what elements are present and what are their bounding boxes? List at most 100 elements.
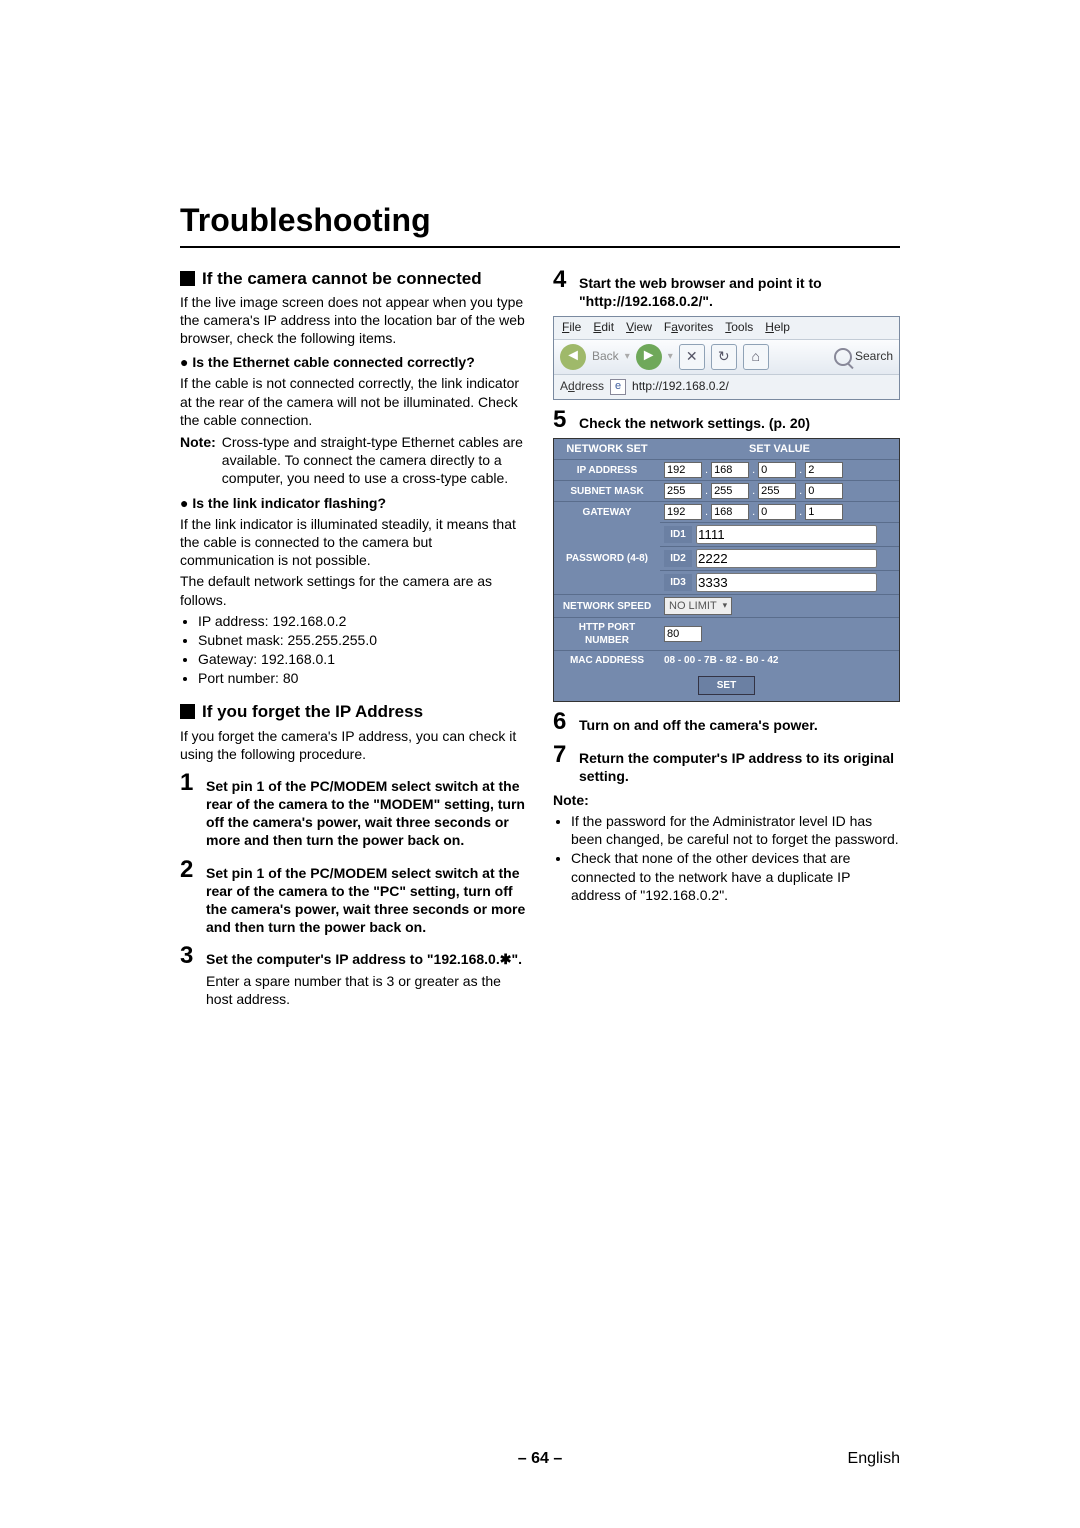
paragraph: If the live image screen does not appear… xyxy=(180,293,527,348)
row-passwords: PASSWORD (4-8) ID1 ID2 ID3 xyxy=(554,522,899,594)
gw-octet[interactable] xyxy=(664,504,702,520)
step-text: Set the computer's IP address to "192.16… xyxy=(206,951,522,967)
speed-select[interactable]: NO LIMIT▾ xyxy=(664,597,732,615)
ip-octet[interactable] xyxy=(805,462,843,478)
row-label: SUBNET MASK xyxy=(554,482,660,501)
note-text: Cross-type and straight-type Ethernet ca… xyxy=(222,433,527,488)
note-label: Note: xyxy=(180,433,216,488)
step-number: 4 xyxy=(553,268,573,292)
step-text: Set pin 1 of the PC/MODEM select switch … xyxy=(206,778,525,849)
gw-octet[interactable] xyxy=(805,504,843,520)
set-button[interactable]: SET xyxy=(698,676,755,695)
row-speed: NETWORK SPEED NO LIMIT▾ xyxy=(554,594,899,617)
left-column: If the camera cannot be connected If the… xyxy=(180,260,527,1015)
page-icon: e xyxy=(610,379,626,395)
step-text: Return the computer's IP address to its … xyxy=(579,750,894,784)
step-7: 7 Return the computer's IP address to it… xyxy=(553,743,900,785)
gw-octet[interactable] xyxy=(711,504,749,520)
step-number: 3 xyxy=(180,944,200,968)
pw-id-label: ID1 xyxy=(664,526,692,543)
menu-file[interactable]: File xyxy=(562,320,581,336)
back-button[interactable]: ◄ xyxy=(560,344,586,370)
row-port: HTTP PORT NUMBER xyxy=(554,617,899,650)
mask-octet[interactable] xyxy=(664,483,702,499)
ip-octet[interactable] xyxy=(664,462,702,478)
pw-id-label: ID2 xyxy=(664,550,692,567)
forward-button[interactable]: ► xyxy=(636,344,662,370)
set-row: SET xyxy=(554,670,899,701)
menu-tools[interactable]: Tools xyxy=(725,320,753,336)
note-label: Note: xyxy=(553,791,900,809)
paragraph: The default network settings for the cam… xyxy=(180,572,527,608)
step-number: 2 xyxy=(180,858,200,882)
page-number: – 64 – xyxy=(300,1449,780,1470)
note-block: Note: Cross-type and straight-type Ether… xyxy=(180,433,527,488)
mac-value: 08 - 00 - 7B - 82 - B0 - 42 xyxy=(660,651,899,670)
port-input[interactable] xyxy=(664,626,702,642)
list-item: Gateway: 192.168.0.1 xyxy=(198,650,527,668)
step-2: 2 Set pin 1 of the PC/MODEM select switc… xyxy=(180,858,527,937)
paragraph: If the cable is not connected correctly,… xyxy=(180,374,527,429)
net-header-right: SET VALUE xyxy=(660,439,899,459)
page-title: Troubleshooting xyxy=(180,200,900,248)
search-icon xyxy=(834,348,852,366)
bullet-square-icon xyxy=(180,704,195,719)
row-subnet: SUBNET MASK . . . xyxy=(554,480,899,501)
ip-octet[interactable] xyxy=(711,462,749,478)
step-text: Turn on and off the camera's power. xyxy=(579,717,818,733)
gw-octet[interactable] xyxy=(758,504,796,520)
right-column: 4 Start the web browser and point it to … xyxy=(553,260,900,1015)
row-label: NETWORK SPEED xyxy=(554,597,660,616)
list-item: IP address: 192.168.0.2 xyxy=(198,612,527,630)
row-label: PASSWORD (4-8) xyxy=(554,522,660,594)
section-heading: If you forget the IP Address xyxy=(202,701,423,723)
step-number: 7 xyxy=(553,743,573,767)
menu-edit[interactable]: Edit xyxy=(593,320,614,336)
row-mac: MAC ADDRESS 08 - 00 - 7B - 82 - B0 - 42 xyxy=(554,650,899,670)
list-item: Subnet mask: 255.255.255.0 xyxy=(198,631,527,649)
net-header: NETWORK SET SET VALUE xyxy=(554,439,899,459)
step-number: 1 xyxy=(180,771,200,795)
pw-input[interactable] xyxy=(696,549,877,568)
section-forget-ip: If you forget the IP Address xyxy=(180,701,527,723)
step-subtext: Enter a spare number that is 3 or greate… xyxy=(206,972,527,1008)
step-1: 1 Set pin 1 of the PC/MODEM select switc… xyxy=(180,771,527,850)
pw-input[interactable] xyxy=(696,525,877,544)
step-text: Check the network settings. (p. 20) xyxy=(579,415,810,431)
row-ip: IP ADDRESS . . . xyxy=(554,459,899,480)
back-label: Back xyxy=(592,349,619,365)
menu-favorites[interactable]: Favorites xyxy=(664,320,713,336)
search-button[interactable]: Search xyxy=(834,348,893,366)
home-button[interactable]: ⌂ xyxy=(743,344,769,370)
search-label: Search xyxy=(855,349,893,365)
row-label: MAC ADDRESS xyxy=(554,651,660,670)
dropdown-icon[interactable]: ▾ xyxy=(668,350,673,363)
mask-octet[interactable] xyxy=(758,483,796,499)
section-heading: If the camera cannot be connected xyxy=(202,268,482,290)
ip-octet[interactable] xyxy=(758,462,796,478)
pw-input[interactable] xyxy=(696,573,877,592)
chevron-down-icon: ▾ xyxy=(723,600,728,612)
refresh-button[interactable]: ↻ xyxy=(711,344,737,370)
row-label: HTTP PORT NUMBER xyxy=(554,618,660,650)
row-label: GATEWAY xyxy=(554,503,660,522)
address-bar: Address e http://192.168.0.2/ xyxy=(554,375,899,399)
mask-octet[interactable] xyxy=(805,483,843,499)
step-5: 5 Check the network settings. (p. 20) xyxy=(553,408,900,432)
page-footer: – 64 – English xyxy=(180,1449,900,1470)
menu-help[interactable]: Help xyxy=(765,320,790,336)
list-item: Check that none of the other devices tha… xyxy=(571,849,900,904)
browser-toolbar: ◄ Back ▾ ► ▾ ✕ ↻ ⌂ Search xyxy=(554,340,899,375)
list-item: If the password for the Administrator le… xyxy=(571,812,900,848)
subhead-link-indicator: ● Is the link indicator flashing? xyxy=(180,494,527,512)
paragraph: If you forget the camera's IP address, y… xyxy=(180,727,527,763)
menu-view[interactable]: View xyxy=(626,320,652,336)
mask-octet[interactable] xyxy=(711,483,749,499)
address-url[interactable]: http://192.168.0.2/ xyxy=(632,379,729,395)
address-label: Address xyxy=(560,379,604,395)
dropdown-icon[interactable]: ▾ xyxy=(625,350,630,363)
list-item: Port number: 80 xyxy=(198,669,527,687)
stop-button[interactable]: ✕ xyxy=(679,344,705,370)
browser-screenshot: File Edit View Favorites Tools Help ◄ Ba… xyxy=(553,316,900,400)
notes-list: If the password for the Administrator le… xyxy=(553,812,900,904)
